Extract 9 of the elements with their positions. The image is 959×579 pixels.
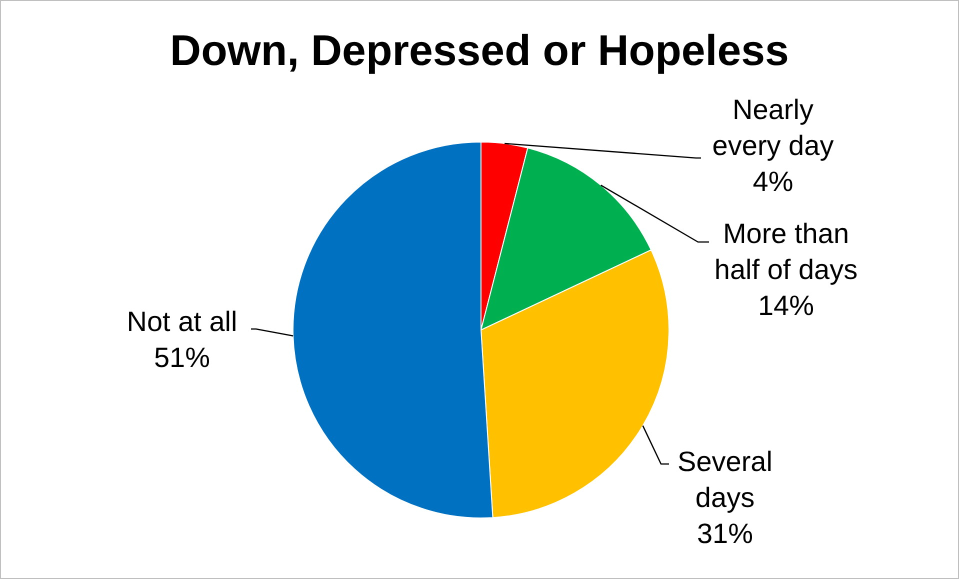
data-label: 51% (154, 342, 210, 373)
slice-label: Not at all (126, 306, 238, 337)
data-label: 14% (758, 290, 814, 321)
slice-label: Nearly every day (712, 94, 834, 161)
data-label: 31% (696, 518, 754, 549)
slice-label: Several days (678, 446, 772, 513)
slice-label: More than half of days (714, 218, 858, 285)
data-label: 4% (752, 166, 794, 197)
chart-title: Down, Depressed or Hopeless (169, 26, 790, 77)
